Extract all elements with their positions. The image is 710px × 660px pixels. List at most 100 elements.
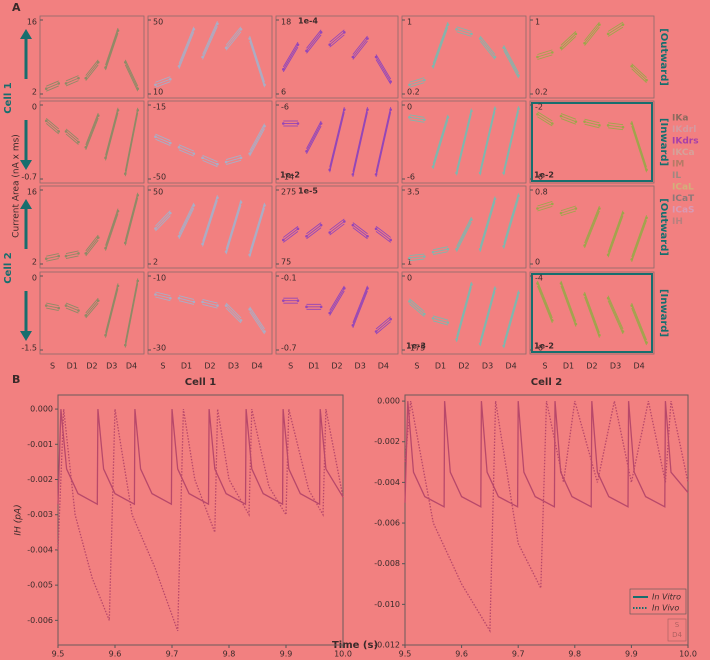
legend-frame xyxy=(629,588,687,615)
end-marker xyxy=(389,80,392,83)
trace-segment xyxy=(479,35,496,55)
start-marker xyxy=(478,342,482,345)
subplot-frame xyxy=(529,271,655,355)
trace-segment xyxy=(479,106,496,171)
trace-segment xyxy=(375,107,392,172)
trace-segment xyxy=(306,32,322,52)
plot-frame xyxy=(57,394,344,646)
trace-segment xyxy=(105,107,119,156)
start-marker xyxy=(431,316,435,320)
trace-segment xyxy=(352,290,368,328)
trace-segment xyxy=(225,154,242,161)
y-tick-label: -0.004 xyxy=(27,545,53,554)
x-tick-label: D2 xyxy=(86,362,97,371)
start-marker xyxy=(583,41,586,45)
y-tick-label: -1.5 xyxy=(21,344,37,353)
trace-segment xyxy=(329,223,345,236)
start-marker xyxy=(559,46,563,50)
trace-segment xyxy=(631,125,647,173)
x-tick-label: D4 xyxy=(378,362,389,371)
x-tick-label: 9.7 xyxy=(166,650,179,659)
trace-segment xyxy=(178,146,195,155)
x-tick-label: D2 xyxy=(204,362,215,371)
start-marker xyxy=(328,168,331,172)
trace-segment xyxy=(503,193,519,244)
subplot-frame xyxy=(147,15,273,99)
trace-segment xyxy=(65,77,79,84)
x-tick-label: D2 xyxy=(458,362,469,371)
trace-segment xyxy=(631,68,647,83)
start-marker xyxy=(123,241,127,245)
start-marker xyxy=(154,227,157,230)
x-tick-label: S xyxy=(542,362,547,371)
trace-segment xyxy=(329,218,345,231)
end-marker xyxy=(574,322,578,326)
trace-segment xyxy=(456,286,472,343)
start-marker xyxy=(44,304,48,307)
trace-segment xyxy=(225,305,242,321)
trace-segment xyxy=(479,201,496,252)
trace-segment xyxy=(249,123,265,152)
end-marker xyxy=(136,193,140,197)
end-marker xyxy=(598,333,601,337)
end-marker xyxy=(423,255,426,258)
trace-segment xyxy=(375,59,392,85)
end-marker xyxy=(517,107,520,110)
y-tick-label: 75 xyxy=(281,258,291,267)
trace-segment xyxy=(65,252,79,257)
trace-segment xyxy=(105,208,119,246)
trace-segment xyxy=(329,285,345,311)
trace-segment xyxy=(329,34,345,48)
end-marker xyxy=(343,108,346,111)
start-marker xyxy=(630,64,633,68)
end-marker xyxy=(216,162,219,166)
trace-segment xyxy=(124,107,139,172)
start-marker xyxy=(455,338,458,341)
start-marker xyxy=(248,37,251,40)
end-marker xyxy=(493,197,497,201)
trace-segment xyxy=(375,112,392,177)
x-tick-label: 9.9 xyxy=(625,650,638,659)
start-marker xyxy=(64,304,68,307)
end-marker xyxy=(343,220,346,223)
trace-segment xyxy=(584,123,600,129)
start-marker xyxy=(606,253,610,257)
trace-segment xyxy=(178,202,195,234)
trace-segment xyxy=(503,45,519,74)
legend-entry: IM xyxy=(672,160,684,170)
y-tick-label: -6 xyxy=(281,103,289,112)
trace-segment xyxy=(65,131,79,143)
y-tick-label: -10 xyxy=(153,274,166,283)
start-marker xyxy=(305,305,308,309)
trace-segment xyxy=(124,59,139,87)
end-marker xyxy=(423,78,426,82)
trace-segment xyxy=(65,80,79,87)
x-tick-label: D1 xyxy=(67,362,78,371)
y-axis-label: IH (pA) xyxy=(14,504,24,535)
x-tick-label: 10.0 xyxy=(679,650,697,659)
end-marker xyxy=(645,341,648,344)
subplot-frame xyxy=(147,271,273,355)
end-marker xyxy=(77,252,80,255)
end-marker xyxy=(216,196,219,200)
end-marker xyxy=(470,32,473,36)
start-marker xyxy=(84,252,88,255)
trace-segment xyxy=(85,59,99,76)
end-marker xyxy=(169,77,172,81)
trace-segment xyxy=(124,195,139,243)
y-tick-label: -0.008 xyxy=(374,559,400,568)
start-marker xyxy=(431,64,435,68)
y-axis-label: Current Area (nA x ms) xyxy=(12,134,22,238)
trace-segment xyxy=(105,285,119,336)
end-marker xyxy=(239,27,243,31)
end-marker xyxy=(366,234,369,238)
end-marker xyxy=(598,207,601,210)
trace-segment xyxy=(375,316,391,330)
trace-segment xyxy=(124,110,139,174)
end-marker xyxy=(470,109,473,113)
end-marker xyxy=(116,284,120,288)
subplot-frame xyxy=(275,185,399,269)
trace-segment xyxy=(124,112,139,177)
trace-segment xyxy=(409,301,425,315)
trace-segment xyxy=(560,208,577,214)
